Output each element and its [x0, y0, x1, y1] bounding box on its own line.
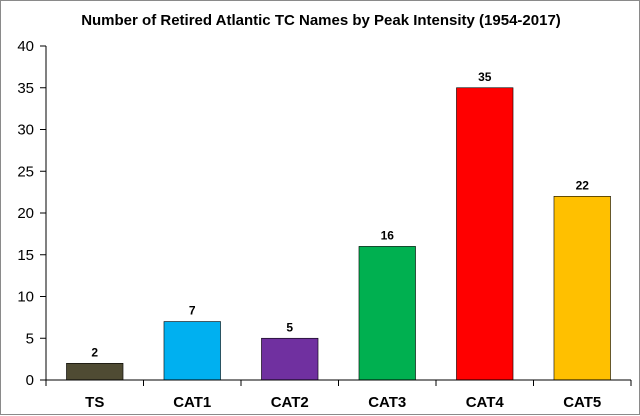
y-tick-label: 30 — [17, 122, 34, 139]
y-tick-label: 35 — [17, 80, 34, 97]
y-tick-label: 25 — [17, 163, 34, 180]
data-label-cat1: 7 — [189, 304, 196, 318]
data-label-cat5: 22 — [576, 178, 590, 192]
data-label-cat3: 16 — [381, 228, 395, 242]
data-label-cat4: 35 — [478, 70, 492, 84]
y-axis-ticks: 0 5 10 15 20 25 30 35 40 — [17, 38, 46, 389]
y-tick-label: 0 — [26, 372, 34, 389]
y-tick-label: 40 — [17, 38, 34, 55]
bars — [66, 87, 611, 381]
y-tick-label: 20 — [17, 205, 34, 222]
x-axis-ticks: TS CAT1 CAT2 CAT3 CAT4 CAT5 — [45, 380, 632, 411]
bar-cat2 — [261, 337, 319, 381]
x-tick-label-cat4: CAT4 — [466, 394, 505, 411]
x-tick-label-cat5: CAT5 — [563, 394, 601, 411]
bar-cat3 — [358, 246, 416, 381]
axes — [45, 46, 631, 381]
bar-ts — [66, 362, 124, 381]
x-tick-label-cat3: CAT3 — [368, 394, 406, 411]
x-tick-label-cat2: CAT2 — [271, 394, 309, 411]
data-label-ts: 2 — [91, 345, 98, 359]
chart-title: Number of Retired Atlantic TC Names by P… — [81, 12, 561, 29]
bar-cat1 — [163, 321, 221, 381]
bar-cat5 — [553, 196, 611, 381]
y-tick-label: 15 — [17, 247, 34, 264]
bar-cat4 — [456, 87, 514, 381]
data-labels: 2 7 5 16 35 22 — [91, 70, 589, 360]
data-label-cat2: 5 — [286, 320, 293, 334]
y-tick-label: 10 — [17, 289, 34, 306]
x-tick-label-cat1: CAT1 — [173, 394, 211, 411]
y-tick-label: 5 — [26, 330, 34, 347]
x-tick-label-ts: TS — [85, 394, 104, 411]
